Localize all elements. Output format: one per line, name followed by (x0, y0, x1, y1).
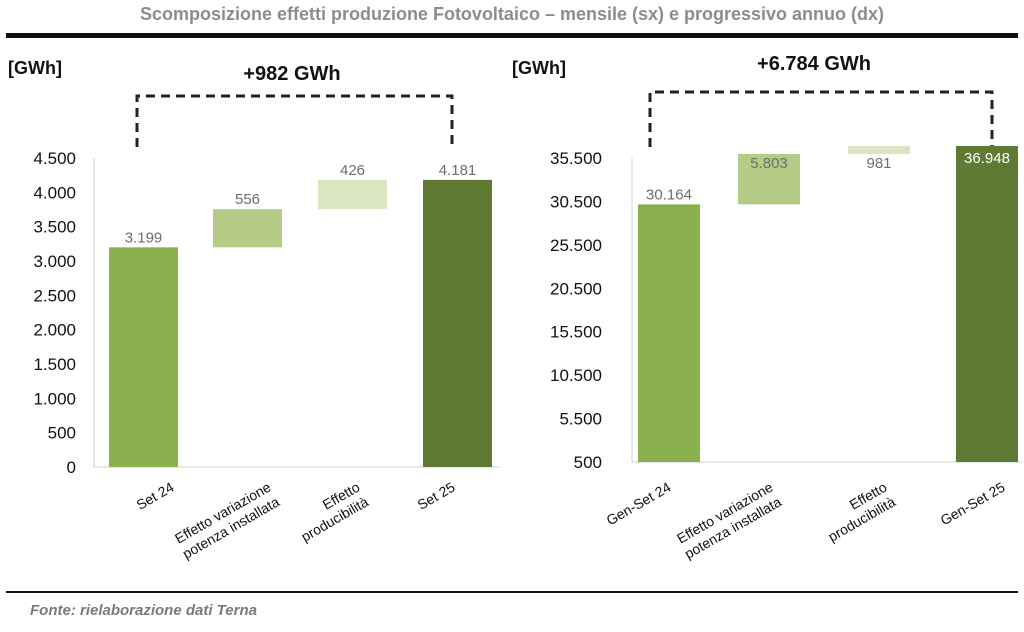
y-tick-label: 35.500 (550, 149, 602, 168)
y-tick-label: 20.500 (550, 279, 602, 298)
y-tick-label: 25.500 (550, 236, 602, 255)
bar-3 (318, 179, 387, 210)
source-note: Fonte: rielaborazione dati Terna (30, 602, 257, 619)
bar-4 (423, 179, 492, 467)
category-label-line: Set 24 (133, 479, 176, 513)
delta-bracket (135, 94, 454, 147)
y-tick-label: 5.500 (559, 410, 602, 429)
y-tick-label: 3.000 (33, 252, 76, 271)
y-tick-label: 1.500 (33, 355, 76, 374)
value-label: 4.181 (439, 162, 477, 179)
page-title: Scomposizione effetti produzione Fotovol… (139, 4, 885, 24)
bar-2 (738, 153, 800, 205)
category-label-line: Gen-Set 25 (937, 479, 1007, 529)
y-tick-label: 2.500 (33, 286, 76, 305)
bottom-rule (6, 591, 1018, 593)
value-label: 556 (235, 191, 260, 208)
unit-label: [GWh] (8, 58, 62, 78)
value-label: 426 (340, 162, 365, 179)
bar-1 (638, 204, 700, 462)
y-tick-label: 1.000 (33, 389, 76, 408)
category-label: Effettoproducibilità (817, 479, 898, 545)
bar-4 (956, 146, 1018, 462)
y-tick-label: 0 (67, 458, 76, 477)
delta-label: +6.784 GWh (757, 53, 871, 75)
y-tick-label: 10.500 (550, 366, 602, 385)
value-label: 981 (866, 155, 891, 172)
value-label: 30.164 (646, 186, 692, 203)
chart-monthly: [GWh] +982 GWh 0 500 1.000 1.500 2.000 2.500 3.0… (8, 58, 500, 562)
bar-2 (213, 209, 282, 248)
chart-cumulative: [GWh] +6.784 GWh 500 5.500 10.500 15.500 20.50… (512, 53, 1022, 562)
y-tick-label: 4.500 (33, 149, 76, 168)
y-tick-label: 500 (574, 453, 602, 472)
y-tick-label: 30.500 (550, 192, 602, 211)
y-tick-label: 4.000 (33, 183, 76, 202)
category-label: Gen-Set 24 (603, 479, 673, 529)
delta-bracket (648, 90, 994, 147)
y-tick-label: 15.500 (550, 323, 602, 342)
category-label-line: Gen-Set 24 (603, 479, 673, 529)
y-tick-label: 3.500 (33, 218, 76, 237)
y-tick-label: 500 (48, 424, 76, 443)
bar-1 (109, 247, 178, 467)
value-label: 36.948 (964, 150, 1010, 167)
category-label-line: Set 25 (414, 479, 457, 513)
top-rule (6, 33, 1018, 38)
category-label: Gen-Set 25 (937, 479, 1007, 529)
value-label: 3.199 (125, 229, 163, 246)
category-label: Effetto variazionepotenza installata (171, 479, 282, 562)
category-label: Effetto variazionepotenza installata (673, 479, 784, 562)
y-tick-label: 2.000 (33, 321, 76, 340)
bar-3 (848, 146, 910, 154)
category-label: Effettoproducibilità (290, 479, 371, 545)
category-label: Set 24 (133, 479, 176, 513)
category-label: Set 25 (414, 479, 457, 513)
unit-label: [GWh] (512, 58, 566, 78)
delta-label: +982 GWh (243, 63, 340, 85)
value-label: 5.803 (750, 155, 788, 172)
